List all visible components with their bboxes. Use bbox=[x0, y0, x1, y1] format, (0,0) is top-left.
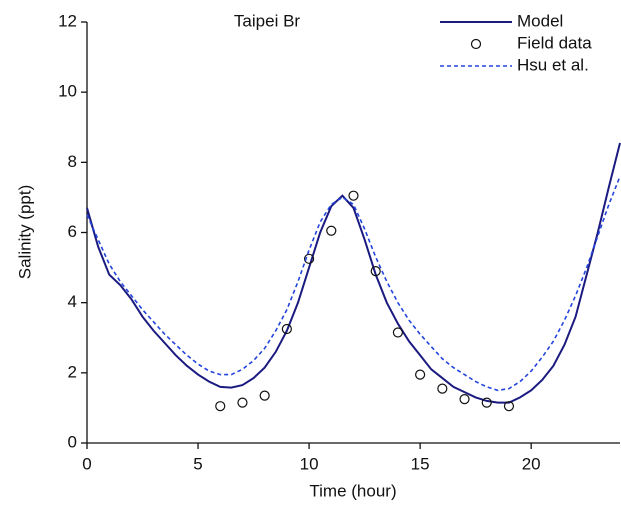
chart-title: Taipei Br bbox=[234, 11, 300, 30]
data-point bbox=[370, 265, 381, 277]
data-point bbox=[459, 394, 470, 405]
y-tick-label: 4 bbox=[68, 292, 77, 311]
y-axis-label: Salinity (ppt) bbox=[15, 185, 34, 279]
x-axis-label: Time (hour) bbox=[309, 481, 396, 500]
y-tick-label: 10 bbox=[58, 82, 77, 101]
data-point bbox=[348, 190, 359, 201]
y-tick-label: 0 bbox=[68, 432, 77, 451]
data-point bbox=[326, 225, 337, 236]
legend-label: Model bbox=[517, 11, 563, 30]
y-tick-label: 8 bbox=[68, 152, 77, 171]
data-point bbox=[415, 369, 426, 380]
data-point bbox=[437, 383, 448, 394]
x-tick-label: 15 bbox=[411, 454, 430, 473]
data-point bbox=[481, 397, 492, 408]
data-point bbox=[503, 401, 515, 412]
x-tick-label: 5 bbox=[193, 454, 202, 473]
data-point bbox=[392, 327, 404, 338]
data-point bbox=[281, 323, 292, 335]
legend-label: Hsu et al. bbox=[517, 55, 589, 74]
x-tick-label: 20 bbox=[522, 454, 541, 473]
data-point bbox=[259, 390, 270, 401]
legend-marker bbox=[470, 38, 482, 50]
series-line bbox=[86, 176, 621, 392]
y-tick-label: 6 bbox=[68, 222, 77, 241]
x-tick-label: 0 bbox=[82, 454, 91, 473]
series-line bbox=[86, 142, 621, 404]
data-point bbox=[237, 397, 248, 408]
y-tick-label: 12 bbox=[58, 11, 77, 30]
legend-label: Field data bbox=[517, 33, 592, 52]
data-point bbox=[303, 253, 315, 264]
data-point bbox=[215, 401, 226, 412]
x-tick-label: 10 bbox=[300, 454, 319, 473]
y-tick-label: 2 bbox=[68, 362, 77, 381]
